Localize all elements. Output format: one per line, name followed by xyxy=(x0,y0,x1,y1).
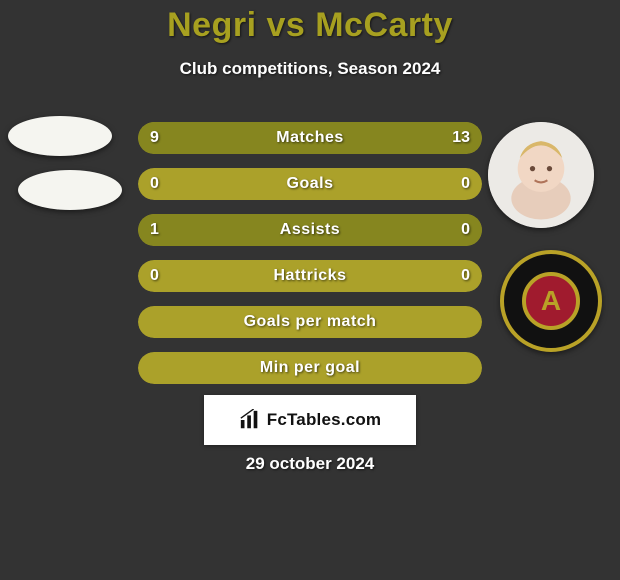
stat-row: 00Goals xyxy=(138,168,482,200)
chart-icon xyxy=(239,409,261,431)
player-left-club-badge xyxy=(18,170,122,210)
bar-label: Assists xyxy=(138,214,482,246)
stat-row: Goals per match xyxy=(138,306,482,338)
avatar-icon xyxy=(488,122,594,228)
stat-row: 00Hattricks xyxy=(138,260,482,292)
stats-bars: 913Matches 00Goals 10Assists 00Hattricks Goa… xyxy=(138,122,482,398)
bar-label: Matches xyxy=(138,122,482,154)
club-initial: A xyxy=(522,272,580,330)
stat-row: 913Matches xyxy=(138,122,482,154)
bar-label: Hattricks xyxy=(138,260,482,292)
page-title: Negri vs McCarty xyxy=(0,0,620,45)
brand-badge: FcTables.com xyxy=(204,395,416,445)
stat-row: 10Assists xyxy=(138,214,482,246)
subtitle: Club competitions, Season 2024 xyxy=(0,59,620,79)
bar-label: Goals per match xyxy=(138,306,482,338)
bar-label: Min per goal xyxy=(138,352,482,384)
footer-date: 29 october 2024 xyxy=(0,454,620,474)
brand-text: FcTables.com xyxy=(267,410,382,430)
bar-label: Goals xyxy=(138,168,482,200)
player-left-photo xyxy=(8,116,112,156)
comparison-card: Negri vs McCarty Club competitions, Seas… xyxy=(0,0,620,580)
stat-row: Min per goal xyxy=(138,352,482,384)
player-right-club-badge: A xyxy=(500,250,602,352)
player-right-photo xyxy=(488,122,594,228)
